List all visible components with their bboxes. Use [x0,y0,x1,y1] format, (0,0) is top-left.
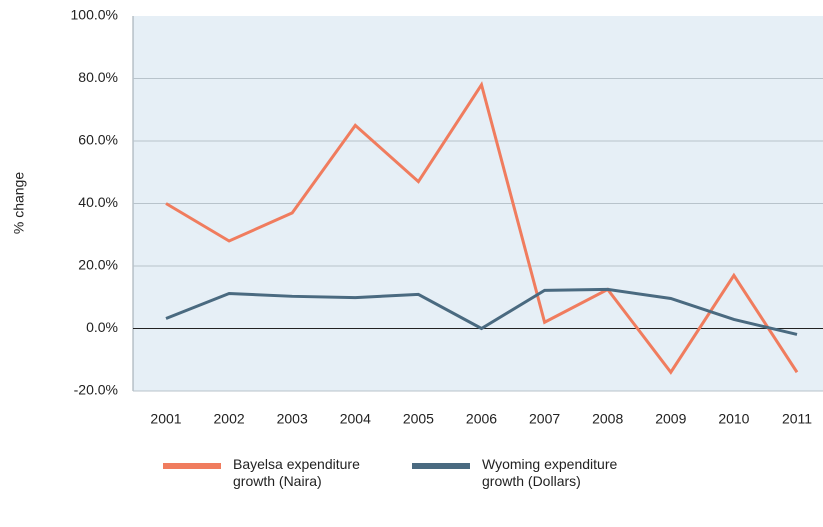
x-tick-label: 2002 [214,411,245,427]
y-tick-label: 80.0% [78,69,118,85]
legend-swatch [412,463,470,469]
x-tick-label: 2008 [592,411,623,427]
y-tick-label: 20.0% [78,257,118,273]
series-line [165,81,799,375]
y-tick-label: 60.0% [78,132,118,148]
y-tick-label: -20.0% [74,382,118,398]
y-tick-label: 40.0% [78,194,118,210]
x-tick-label: 2004 [340,411,371,427]
legend-label: Wyoming expenditure growth (Dollars) [482,456,618,489]
x-tick-label: 2005 [403,411,434,427]
legend-swatch [163,463,221,469]
x-tick-label: 2009 [655,411,686,427]
x-tick-label: 2003 [277,411,308,427]
y-axis-label: % change [11,172,27,234]
series-line [165,287,798,336]
legend-label: Bayelsa expenditure growth (Naira) [233,456,360,489]
y-tick-label: 0.0% [86,319,118,335]
x-tick-label: 2001 [150,411,181,427]
y-tick-label: 100.0% [71,7,118,23]
x-tick-label: 2011 [782,411,812,427]
chart: % change -20.0% 0.0% 20.0% 40.0% 60.0% 80.0% 1… [11,7,823,427]
x-tick-label: 2007 [529,411,560,427]
x-tick-label: 2006 [466,411,497,427]
x-tick-label: 2010 [718,411,749,427]
